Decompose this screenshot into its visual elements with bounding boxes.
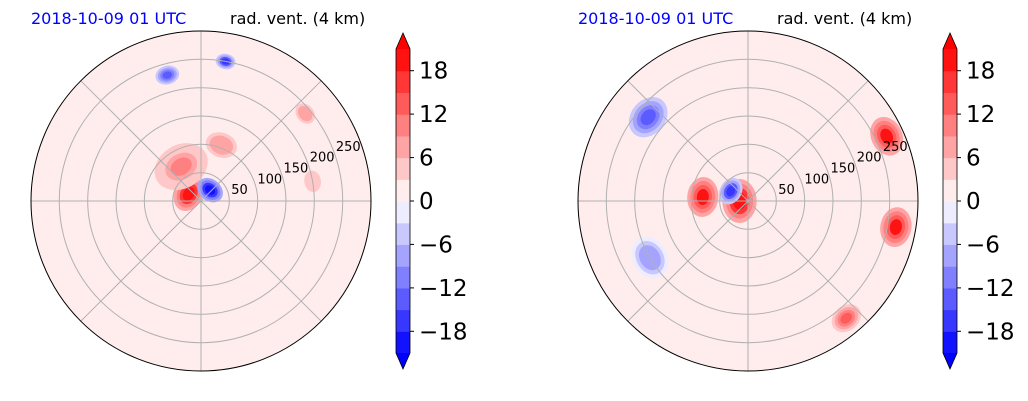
colorbar: 18 12 6 0 −6 −12 −18 xyxy=(942,32,1015,370)
colorbar-level xyxy=(943,157,957,180)
colorbar-level xyxy=(396,331,410,354)
colorbar-level xyxy=(396,179,410,202)
colorbar-level xyxy=(943,287,957,311)
colorbar-level xyxy=(396,222,410,246)
positive-feature xyxy=(880,128,894,144)
negative-feature xyxy=(726,185,736,197)
grid-spoke xyxy=(627,80,749,202)
colorbar-level xyxy=(396,135,410,159)
colorbar-tick-label: −12 xyxy=(419,276,468,302)
colorbar-tick-label: 6 xyxy=(966,146,981,172)
date-label: 2018-10-09 01 UTC xyxy=(578,9,733,28)
colorbar-tick-label: 12 xyxy=(419,102,448,128)
colorbar-level xyxy=(943,179,957,202)
colorbar-level xyxy=(396,201,410,224)
field-features xyxy=(154,53,327,211)
radial-tick-label: 250 xyxy=(336,140,361,155)
grid-spoke xyxy=(200,80,322,202)
colorbar-extend-max xyxy=(396,33,410,49)
colorbar-level xyxy=(396,287,410,311)
colorbar-tick-label: 0 xyxy=(419,189,434,215)
radial-tick-label: 100 xyxy=(804,172,829,187)
colorbar-level xyxy=(943,49,957,72)
colorbar-outline xyxy=(942,32,958,370)
positive-feature xyxy=(840,312,853,324)
colorbar-outline xyxy=(395,32,411,370)
grid-spoke xyxy=(80,80,202,202)
panel-left: 2018-10-09 01 UTC rad. vent. (4 km) 50 10… xyxy=(30,9,468,372)
grid-spoke xyxy=(627,200,749,322)
positive-feature xyxy=(182,187,195,201)
colorbar-extend-max xyxy=(943,33,957,49)
colorbar: 18 12 6 0 −6 −12 −18 xyxy=(395,32,468,370)
colorbar-tick-label: 12 xyxy=(966,102,995,128)
negative-feature xyxy=(640,109,656,126)
colorbar-tick-label: −6 xyxy=(419,232,453,258)
colorbar-level xyxy=(396,309,410,332)
colorbar-level xyxy=(943,114,957,137)
colorbar-tick-label: −6 xyxy=(966,232,1000,258)
colorbar-tick-label: 6 xyxy=(419,146,434,172)
positive-feature xyxy=(213,138,230,152)
date-label: 2018-10-09 01 UTC xyxy=(31,9,186,28)
panel-right: 2018-10-09 01 UTC rad. vent. (4 km) 50 10… xyxy=(577,9,1015,372)
colorbar-level xyxy=(943,222,957,246)
colorbar-level xyxy=(396,49,410,72)
grid-spoke xyxy=(200,200,322,322)
colorbar-tick-label: −12 xyxy=(966,276,1015,302)
colorbar-tick-label: −18 xyxy=(419,319,468,345)
radial-tick-label: 50 xyxy=(778,183,795,198)
colorbar-extend-min xyxy=(396,353,410,369)
positive-feature xyxy=(889,219,902,236)
negative-feature xyxy=(205,185,216,195)
colorbar-level xyxy=(943,331,957,354)
polar-boundary xyxy=(30,30,372,372)
positive-feature xyxy=(300,108,311,119)
radial-tick-label: 200 xyxy=(857,151,882,166)
colorbar-level xyxy=(943,201,957,224)
colorbar-level xyxy=(943,244,957,267)
colorbar-tick-label: 18 xyxy=(966,59,995,85)
colorbar-tick-label: 0 xyxy=(966,189,981,215)
colorbar-tick-label: 18 xyxy=(419,59,448,85)
colorbar-level xyxy=(396,244,410,267)
colorbar-extend-min xyxy=(943,353,957,369)
polar-boundary xyxy=(577,30,919,372)
radial-tick-label: 150 xyxy=(284,162,309,177)
chart-title: rad. vent. (4 km) xyxy=(230,9,365,28)
colorbar-tick-label: −18 xyxy=(966,319,1015,345)
grid-spoke xyxy=(80,200,202,322)
colorbar-level xyxy=(943,135,957,159)
grid-spoke xyxy=(747,80,869,202)
radial-tick-label: 50 xyxy=(231,183,248,198)
colorbar-level xyxy=(396,92,410,115)
colorbar-level xyxy=(943,309,957,332)
negative-feature xyxy=(162,71,173,79)
radial-tick-label: 150 xyxy=(831,162,856,177)
radial-tick-label: 100 xyxy=(257,172,282,187)
positive-feature xyxy=(170,157,192,176)
colorbar-level xyxy=(396,114,410,137)
radial-tick-label: 250 xyxy=(883,140,908,155)
colorbar-level xyxy=(396,157,410,180)
chart-title: rad. vent. (4 km) xyxy=(777,9,912,28)
colorbar-level xyxy=(943,70,957,94)
colorbar-level xyxy=(396,70,410,94)
radial-tick-label: 200 xyxy=(310,151,335,166)
colorbar-level xyxy=(396,266,410,289)
grid-spoke xyxy=(747,200,869,322)
colorbar-level xyxy=(943,92,957,115)
colorbar-level xyxy=(943,266,957,289)
